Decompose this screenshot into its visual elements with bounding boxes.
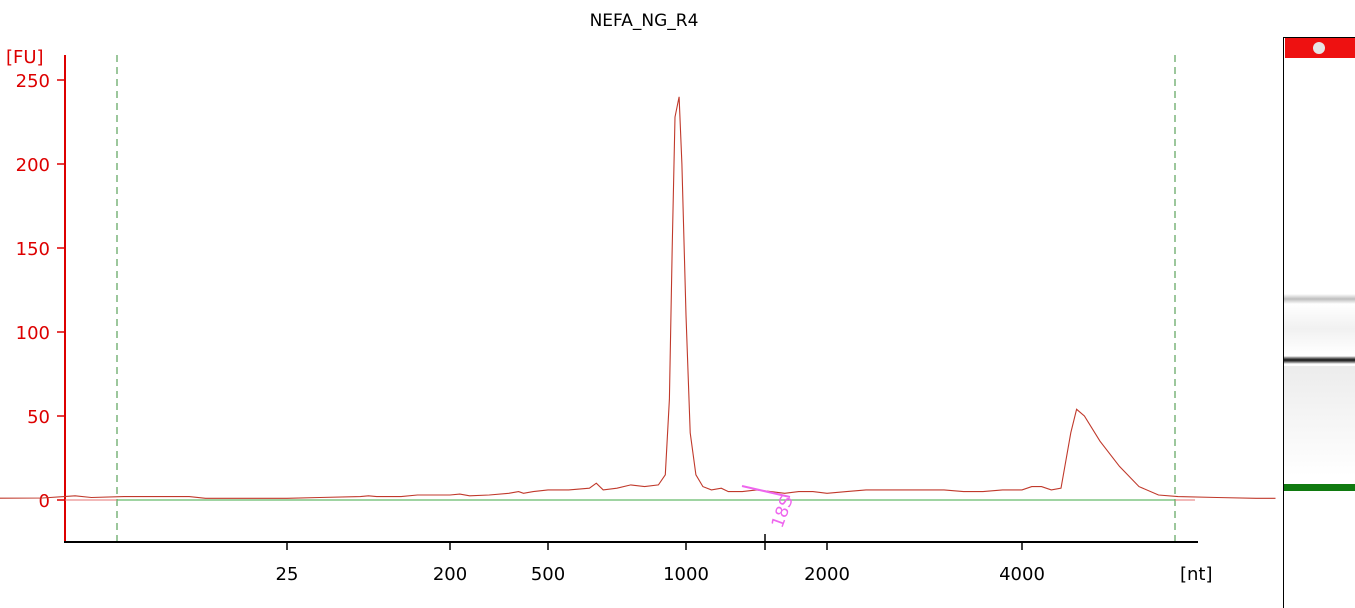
peak-label-18s: 18S [768, 493, 798, 530]
gel-band-smear [1284, 366, 1355, 476]
x-tick-label-500: 500 [531, 564, 565, 585]
y-tick-label-200: 200 [16, 155, 50, 176]
gel-marker-dot [1313, 42, 1325, 54]
gel-band-faint [1284, 304, 1355, 354]
y-ticks: 250 200 150 100 50 0 [16, 71, 65, 512]
y-tick-label-100: 100 [16, 323, 50, 344]
y-tick-label-150: 150 [16, 239, 50, 260]
y-axis-label: [FU] [6, 47, 44, 68]
x-tick-label-25: 25 [276, 564, 299, 585]
gel-band-main [1284, 356, 1355, 364]
gel-band-upper [1284, 294, 1355, 304]
chart-title: NEFA_NG_R4 [590, 11, 699, 31]
y-tick-label-250: 250 [16, 71, 50, 92]
x-tick-label-4000: 4000 [999, 564, 1045, 585]
x-axis-label: [nt] [1180, 564, 1213, 585]
y-tick-label-0: 0 [39, 491, 50, 512]
18s-baseline-marker [741, 485, 791, 498]
gel-upper-marker [1285, 38, 1355, 58]
x-ticks: 25 200 500 1000 2000 4000 [276, 534, 1045, 585]
y-tick-label-50: 50 [27, 407, 50, 428]
x-tick-label-200: 200 [433, 564, 467, 585]
x-tick-label-2000: 2000 [804, 564, 850, 585]
virtual-gel-lane [1283, 37, 1355, 608]
electropherogram-trace [0, 96, 1276, 499]
gel-lower-marker [1284, 484, 1355, 491]
x-tick-label-1000: 1000 [663, 564, 709, 585]
